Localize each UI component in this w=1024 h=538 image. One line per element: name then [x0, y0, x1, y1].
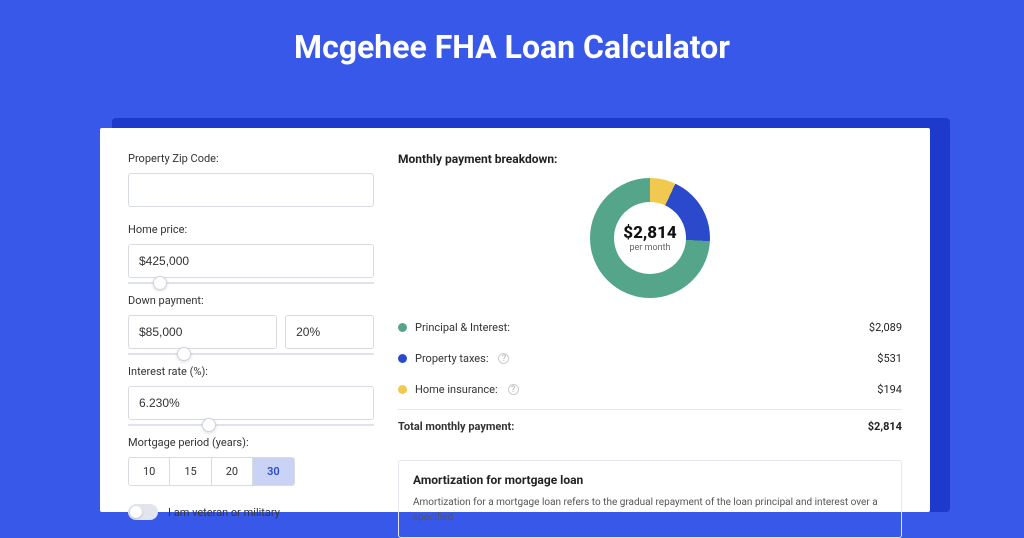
donut-amount: $2,814 [623, 223, 676, 243]
legend-label: Property taxes: [415, 352, 488, 365]
form-column: Property Zip Code: Home price: Down paym… [128, 152, 374, 512]
legend-value: $2,089 [869, 321, 902, 334]
down-payment-pct-input[interactable] [285, 315, 374, 349]
amortization-title: Amortization for mortgage loan [413, 473, 887, 487]
legend-label: Principal & Interest: [415, 321, 510, 334]
down-payment-slider-thumb[interactable] [177, 347, 191, 361]
period-tab-20[interactable]: 20 [212, 458, 253, 485]
period-field: Mortgage period (years): 10152030 [128, 436, 374, 486]
legend-value: $531 [877, 352, 902, 365]
total-value: $2,814 [868, 420, 902, 433]
interest-slider[interactable] [128, 424, 374, 426]
calculator-card: Property Zip Code: Home price: Down paym… [100, 128, 930, 512]
legend-row: Principal & Interest: $2,089 [398, 312, 902, 343]
down-payment-label: Down payment: [128, 294, 374, 307]
legend-row: Home insurance:? $194 [398, 374, 902, 405]
interest-label: Interest rate (%): [128, 365, 374, 378]
info-icon[interactable]: ? [498, 353, 509, 364]
amortization-box: Amortization for mortgage loan Amortizat… [398, 460, 902, 538]
breakdown-title: Monthly payment breakdown: [398, 152, 902, 166]
legend-value: $194 [877, 383, 902, 396]
donut-chart-wrap: $2,814 per month [398, 178, 902, 298]
down-payment-field: Down payment: [128, 294, 374, 349]
donut-center: $2,814 per month [614, 202, 686, 274]
legend-label: Home insurance: [415, 383, 498, 396]
interest-slider-thumb[interactable] [202, 418, 216, 432]
home-price-slider-thumb[interactable] [153, 276, 167, 290]
home-price-input[interactable] [128, 244, 374, 278]
period-tab-10[interactable]: 10 [129, 458, 170, 485]
legend-dot [398, 354, 407, 363]
period-tab-15[interactable]: 15 [170, 458, 211, 485]
total-label: Total monthly payment: [398, 420, 514, 433]
zip-label: Property Zip Code: [128, 152, 374, 165]
donut-sub: per month [629, 243, 670, 253]
amortization-text: Amortization for a mortgage loan refers … [413, 495, 887, 525]
interest-field: Interest rate (%): [128, 365, 374, 420]
breakdown-column: Monthly payment breakdown: $2,814 per mo… [398, 152, 902, 512]
info-icon[interactable]: ? [508, 384, 519, 395]
home-price-field: Home price: [128, 223, 374, 278]
legend-dot [398, 385, 407, 394]
page-title: Mcgehee FHA Loan Calculator [0, 0, 1024, 86]
legend-list: Principal & Interest: $2,089 Property taxe… [398, 312, 902, 405]
down-payment-input[interactable] [128, 315, 277, 349]
zip-input[interactable] [128, 173, 374, 207]
period-label: Mortgage period (years): [128, 436, 374, 449]
period-tabs: 10152030 [128, 457, 295, 486]
veteran-toggle[interactable] [128, 504, 158, 520]
veteran-row: I am veteran or military [128, 504, 374, 520]
home-price-slider[interactable] [128, 282, 374, 284]
zip-field: Property Zip Code: [128, 152, 374, 207]
period-tab-30[interactable]: 30 [253, 458, 294, 485]
legend-dot [398, 323, 407, 332]
interest-input[interactable] [128, 386, 374, 420]
legend-row: Property taxes:? $531 [398, 343, 902, 374]
down-payment-slider[interactable] [128, 353, 374, 355]
total-row: Total monthly payment: $2,814 [398, 409, 902, 442]
veteran-label: I am veteran or military [168, 506, 280, 519]
donut-chart: $2,814 per month [590, 178, 710, 298]
home-price-label: Home price: [128, 223, 374, 236]
